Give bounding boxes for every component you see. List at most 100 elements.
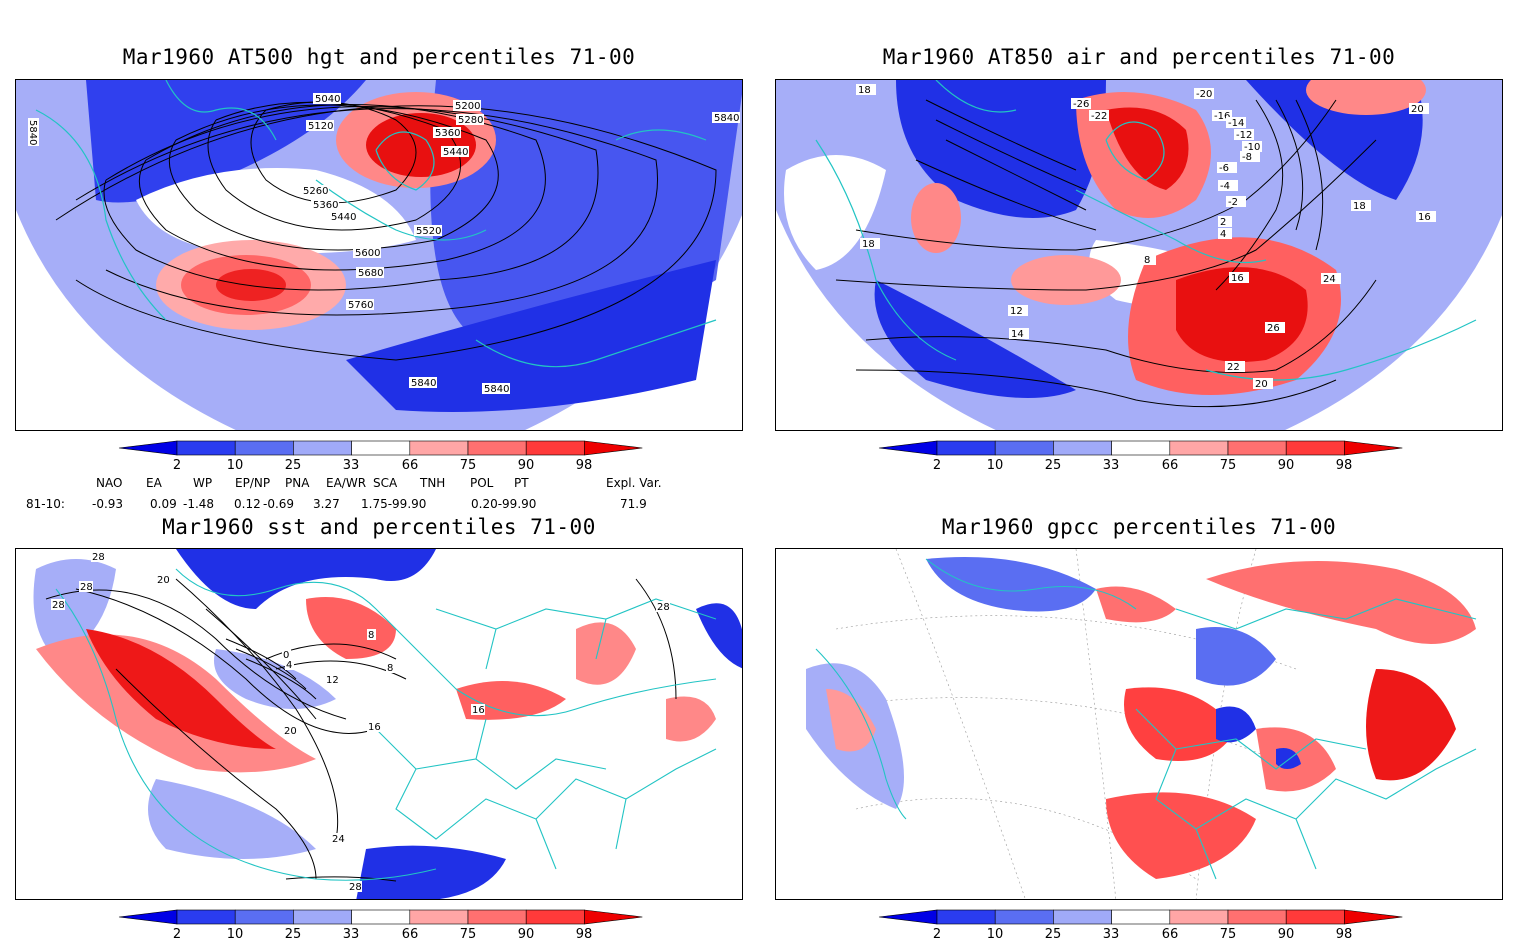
contour-label: 5440	[443, 147, 468, 158]
legend-colorbar	[118, 909, 643, 925]
legend-swatch	[1227, 440, 1287, 456]
legend-tick: 98	[1335, 927, 1353, 942]
contour-label: -4	[1220, 181, 1230, 192]
legend-swatch	[409, 909, 469, 925]
legend-tick: 25	[284, 458, 302, 473]
legend-tick: 75	[1219, 927, 1237, 942]
contour-label: -2	[1228, 197, 1238, 208]
legend-air850: 2 10 25 33 66 75 90 98	[875, 440, 1405, 480]
legend-tick: 25	[1044, 458, 1062, 473]
legend-swatch	[1169, 440, 1229, 456]
legend-swatch	[293, 909, 352, 925]
contour-label: -22	[1091, 111, 1107, 122]
index-header: EP/NP	[235, 476, 271, 490]
indices-value-row: 81-10: -0.93 0.09 -1.48 0.12 -0.69 3.27 …	[0, 497, 700, 513]
legend-swatch	[293, 440, 352, 456]
contour-label: 28	[92, 552, 105, 563]
legend-tick: 33	[1102, 927, 1120, 942]
contour-label: 16	[1231, 273, 1244, 284]
contour-label: 5040	[315, 94, 340, 105]
contour-label: 28	[349, 882, 362, 893]
legend-swatch	[467, 909, 527, 925]
legend-arrow-high	[584, 440, 643, 456]
legend-arrow-low	[878, 440, 938, 456]
contour-label: 5280	[458, 115, 483, 126]
map-panel-sst: 28 28 28 20 0 4 8 12 16 20 24 28 16 8 28	[15, 548, 743, 900]
index-header: Expl. Var.	[606, 476, 662, 490]
contour-label: 5680	[358, 268, 383, 279]
contour-label: -10	[1244, 142, 1260, 153]
contour-label: 4	[1220, 229, 1226, 240]
contour-label: 5600	[355, 248, 380, 259]
contour-label: -6	[1219, 163, 1229, 174]
panel-title-hgt500: Mar1960 AT500 hgt and percentiles 71-00	[122, 45, 636, 69]
legend-arrow-high	[1344, 909, 1403, 925]
legend-swatch	[234, 909, 294, 925]
legend-swatch	[1285, 440, 1345, 456]
contour-label: 24	[1323, 274, 1336, 285]
legend-tick: 10	[226, 927, 244, 942]
legend-swatch	[176, 440, 236, 456]
legend-swatch	[1111, 440, 1171, 456]
contour-label: 5840	[27, 120, 38, 145]
contour-label: 16	[1418, 212, 1431, 223]
contour-label: 12	[326, 675, 339, 686]
index-value: 0.20-99.90	[471, 497, 537, 511]
contour-label: 16	[368, 722, 381, 733]
contour-label: 28	[52, 600, 65, 611]
index-header: NAO	[96, 476, 123, 490]
legend-tick: 10	[226, 458, 244, 473]
legend-tick: 33	[1102, 458, 1120, 473]
legend-swatch	[1053, 909, 1112, 925]
legend-tick: 2	[172, 458, 182, 473]
contour-label: 5360	[435, 128, 460, 139]
contour-label: 8	[368, 630, 374, 641]
contour-label: -20	[1196, 89, 1212, 100]
map-panel-air850: -20 -26 -22 -16 -14 -12 -10 -8 -6 -4 -2 …	[775, 79, 1503, 431]
contour-label: 20	[1411, 104, 1424, 115]
legend-arrow-high	[584, 909, 643, 925]
panel-title-sst: Mar1960 sst and percentiles 71-00	[162, 515, 596, 539]
contour-label: -26	[1073, 99, 1089, 110]
contour-label: 2	[1220, 217, 1226, 228]
legend-tick: 10	[986, 458, 1004, 473]
contour-label: 5840	[484, 384, 509, 395]
contour-label: 26	[1267, 323, 1280, 334]
contour-label: 24	[332, 834, 345, 845]
index-header: POL	[470, 476, 494, 490]
index-value: -0.69	[263, 497, 295, 511]
legend-swatch	[409, 440, 469, 456]
legend-tick: 25	[284, 927, 302, 942]
legend-swatch	[1111, 909, 1171, 925]
contour-label: 4	[286, 660, 292, 671]
legend-tick: 66	[401, 458, 419, 473]
panel-title-air850: Mar1960 AT850 air and percentiles 71-00	[882, 45, 1396, 69]
legend-tick: 66	[1161, 927, 1179, 942]
contour-label: 0	[283, 650, 289, 661]
contour-label: 20	[1255, 379, 1268, 390]
index-header: PT	[514, 476, 529, 490]
contour-label: 18	[1353, 201, 1366, 212]
index-header: SCA	[373, 476, 398, 490]
legend-tick: 75	[459, 458, 477, 473]
legend-tick: 75	[459, 927, 477, 942]
index-header: EA	[146, 476, 162, 490]
legend-tick: 33	[342, 458, 360, 473]
index-value: 1.75-99.90	[361, 497, 427, 511]
legend-tick: 98	[575, 927, 593, 942]
legend-tick: 66	[1161, 458, 1179, 473]
indices-header-row: NAO EA WP EP/NP PNA EA/WR SCA TNH POL PT…	[0, 476, 700, 492]
legend-swatch	[936, 440, 996, 456]
legend-hgt500: 2 10 25 33 66 75 90 98	[115, 440, 645, 480]
contour-label: 8	[387, 663, 393, 674]
contour-label: 5360	[313, 200, 338, 211]
legend-gpcc: 2 10 25 33 66 75 90 98	[875, 909, 1405, 949]
contour-label: 20	[284, 726, 297, 737]
index-value: 3.27	[313, 497, 340, 511]
legend-arrow-low	[118, 440, 178, 456]
contour-label: -16	[1214, 111, 1230, 122]
legend-swatch	[1285, 909, 1345, 925]
panel-title-gpcc: Mar1960 gpcc percentiles 71-00	[941, 515, 1337, 539]
index-value: -1.48	[183, 497, 215, 511]
contour-label: 12	[1010, 306, 1023, 317]
